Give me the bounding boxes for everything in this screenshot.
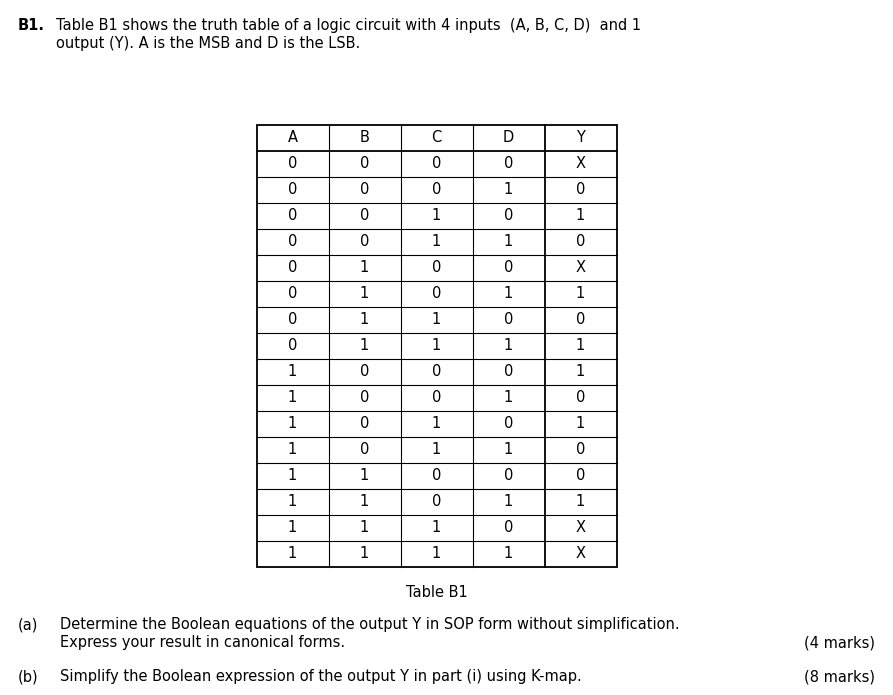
Text: 1: 1 [288,443,297,457]
Text: 1: 1 [360,546,369,562]
Text: 0: 0 [576,443,585,457]
Text: 1: 1 [432,416,441,432]
Text: 1: 1 [432,208,441,224]
Text: 0: 0 [288,338,297,354]
Text: 1: 1 [432,443,441,457]
Text: 1: 1 [432,546,441,562]
Text: 1: 1 [360,286,369,302]
Text: (4 marks): (4 marks) [804,635,875,650]
Text: 1: 1 [432,313,441,327]
Text: 0: 0 [432,261,441,275]
Text: 0: 0 [360,416,369,432]
Text: 0: 0 [288,156,297,172]
Text: 1: 1 [576,338,585,354]
Text: X: X [575,521,586,536]
Text: 1: 1 [576,495,585,509]
Text: 0: 0 [576,391,585,405]
Text: C: C [431,131,442,145]
Text: Y: Y [576,131,585,145]
Text: 1: 1 [576,416,585,432]
Text: 0: 0 [504,364,513,379]
Text: 1: 1 [288,364,297,379]
Text: 1: 1 [504,443,513,457]
Text: 1: 1 [360,468,369,484]
Text: 1: 1 [288,546,297,562]
Text: 0: 0 [360,391,369,405]
Text: 0: 0 [576,468,585,484]
Text: X: X [575,546,586,562]
Text: 0: 0 [360,443,369,457]
Text: 1: 1 [432,521,441,536]
Text: 1: 1 [504,286,513,302]
Text: 1: 1 [360,521,369,536]
Text: (8 marks): (8 marks) [804,669,875,684]
Text: (a): (a) [18,617,38,632]
Text: 0: 0 [360,208,369,224]
Text: 1: 1 [288,391,297,405]
Text: 0: 0 [432,183,441,197]
Text: 0: 0 [576,183,585,197]
Text: 0: 0 [288,208,297,224]
Text: 1: 1 [504,338,513,354]
Text: 1: 1 [288,521,297,536]
Text: 0: 0 [288,183,297,197]
Text: 0: 0 [432,286,441,302]
Text: 0: 0 [432,468,441,484]
Text: 0: 0 [360,234,369,250]
Text: 0: 0 [432,391,441,405]
Text: 0: 0 [288,286,297,302]
Text: 1: 1 [504,391,513,405]
Text: B1.: B1. [18,18,45,33]
Text: X: X [575,156,586,172]
Text: 0: 0 [288,313,297,327]
Text: 0: 0 [432,495,441,509]
Text: 0: 0 [432,156,441,172]
Text: Table B1 shows the truth table of a logic circuit with 4 inputs  (A, B, C, D)  a: Table B1 shows the truth table of a logi… [56,18,641,33]
Text: Determine the Boolean equations of the output Y in SOP form without simplificati: Determine the Boolean equations of the o… [60,617,680,632]
Text: 0: 0 [504,521,513,536]
Text: 1: 1 [504,183,513,197]
Text: 0: 0 [360,183,369,197]
Text: 0: 0 [360,156,369,172]
Text: 1: 1 [504,546,513,562]
Text: 1: 1 [576,208,585,224]
Text: 0: 0 [504,313,513,327]
Text: 0: 0 [504,208,513,224]
Text: 0: 0 [576,313,585,327]
Text: Express your result in canonical forms.: Express your result in canonical forms. [60,635,345,650]
Text: 1: 1 [360,261,369,275]
Text: 1: 1 [576,364,585,379]
Text: 0: 0 [504,416,513,432]
Text: 1: 1 [288,416,297,432]
Text: A: A [288,131,297,145]
Text: 0: 0 [360,364,369,379]
Text: (b): (b) [18,669,38,684]
Text: 1: 1 [288,468,297,484]
Text: 0: 0 [288,261,297,275]
Text: 1: 1 [360,338,369,354]
Text: output (Y). A is the MSB and D is the LSB.: output (Y). A is the MSB and D is the LS… [56,36,360,51]
Text: B: B [360,131,370,145]
Text: X: X [575,261,586,275]
Text: D: D [503,131,514,145]
Bar [256,125,616,567]
Text: 0: 0 [288,234,297,250]
Text: Table B1: Table B1 [405,585,467,600]
Text: 0: 0 [576,234,585,250]
Text: 1: 1 [360,313,369,327]
Text: 0: 0 [504,261,513,275]
Text: 1: 1 [576,286,585,302]
Text: Simplify the Boolean expression of the output Y in part (i) using K-map.: Simplify the Boolean expression of the o… [60,669,581,684]
Text: 1: 1 [432,234,441,250]
Text: 1: 1 [432,338,441,354]
Text: 1: 1 [504,234,513,250]
Text: 0: 0 [504,468,513,484]
Text: 0: 0 [504,156,513,172]
Text: 1: 1 [288,495,297,509]
Text: 1: 1 [504,495,513,509]
Text: 1: 1 [360,495,369,509]
Text: 0: 0 [432,364,441,379]
